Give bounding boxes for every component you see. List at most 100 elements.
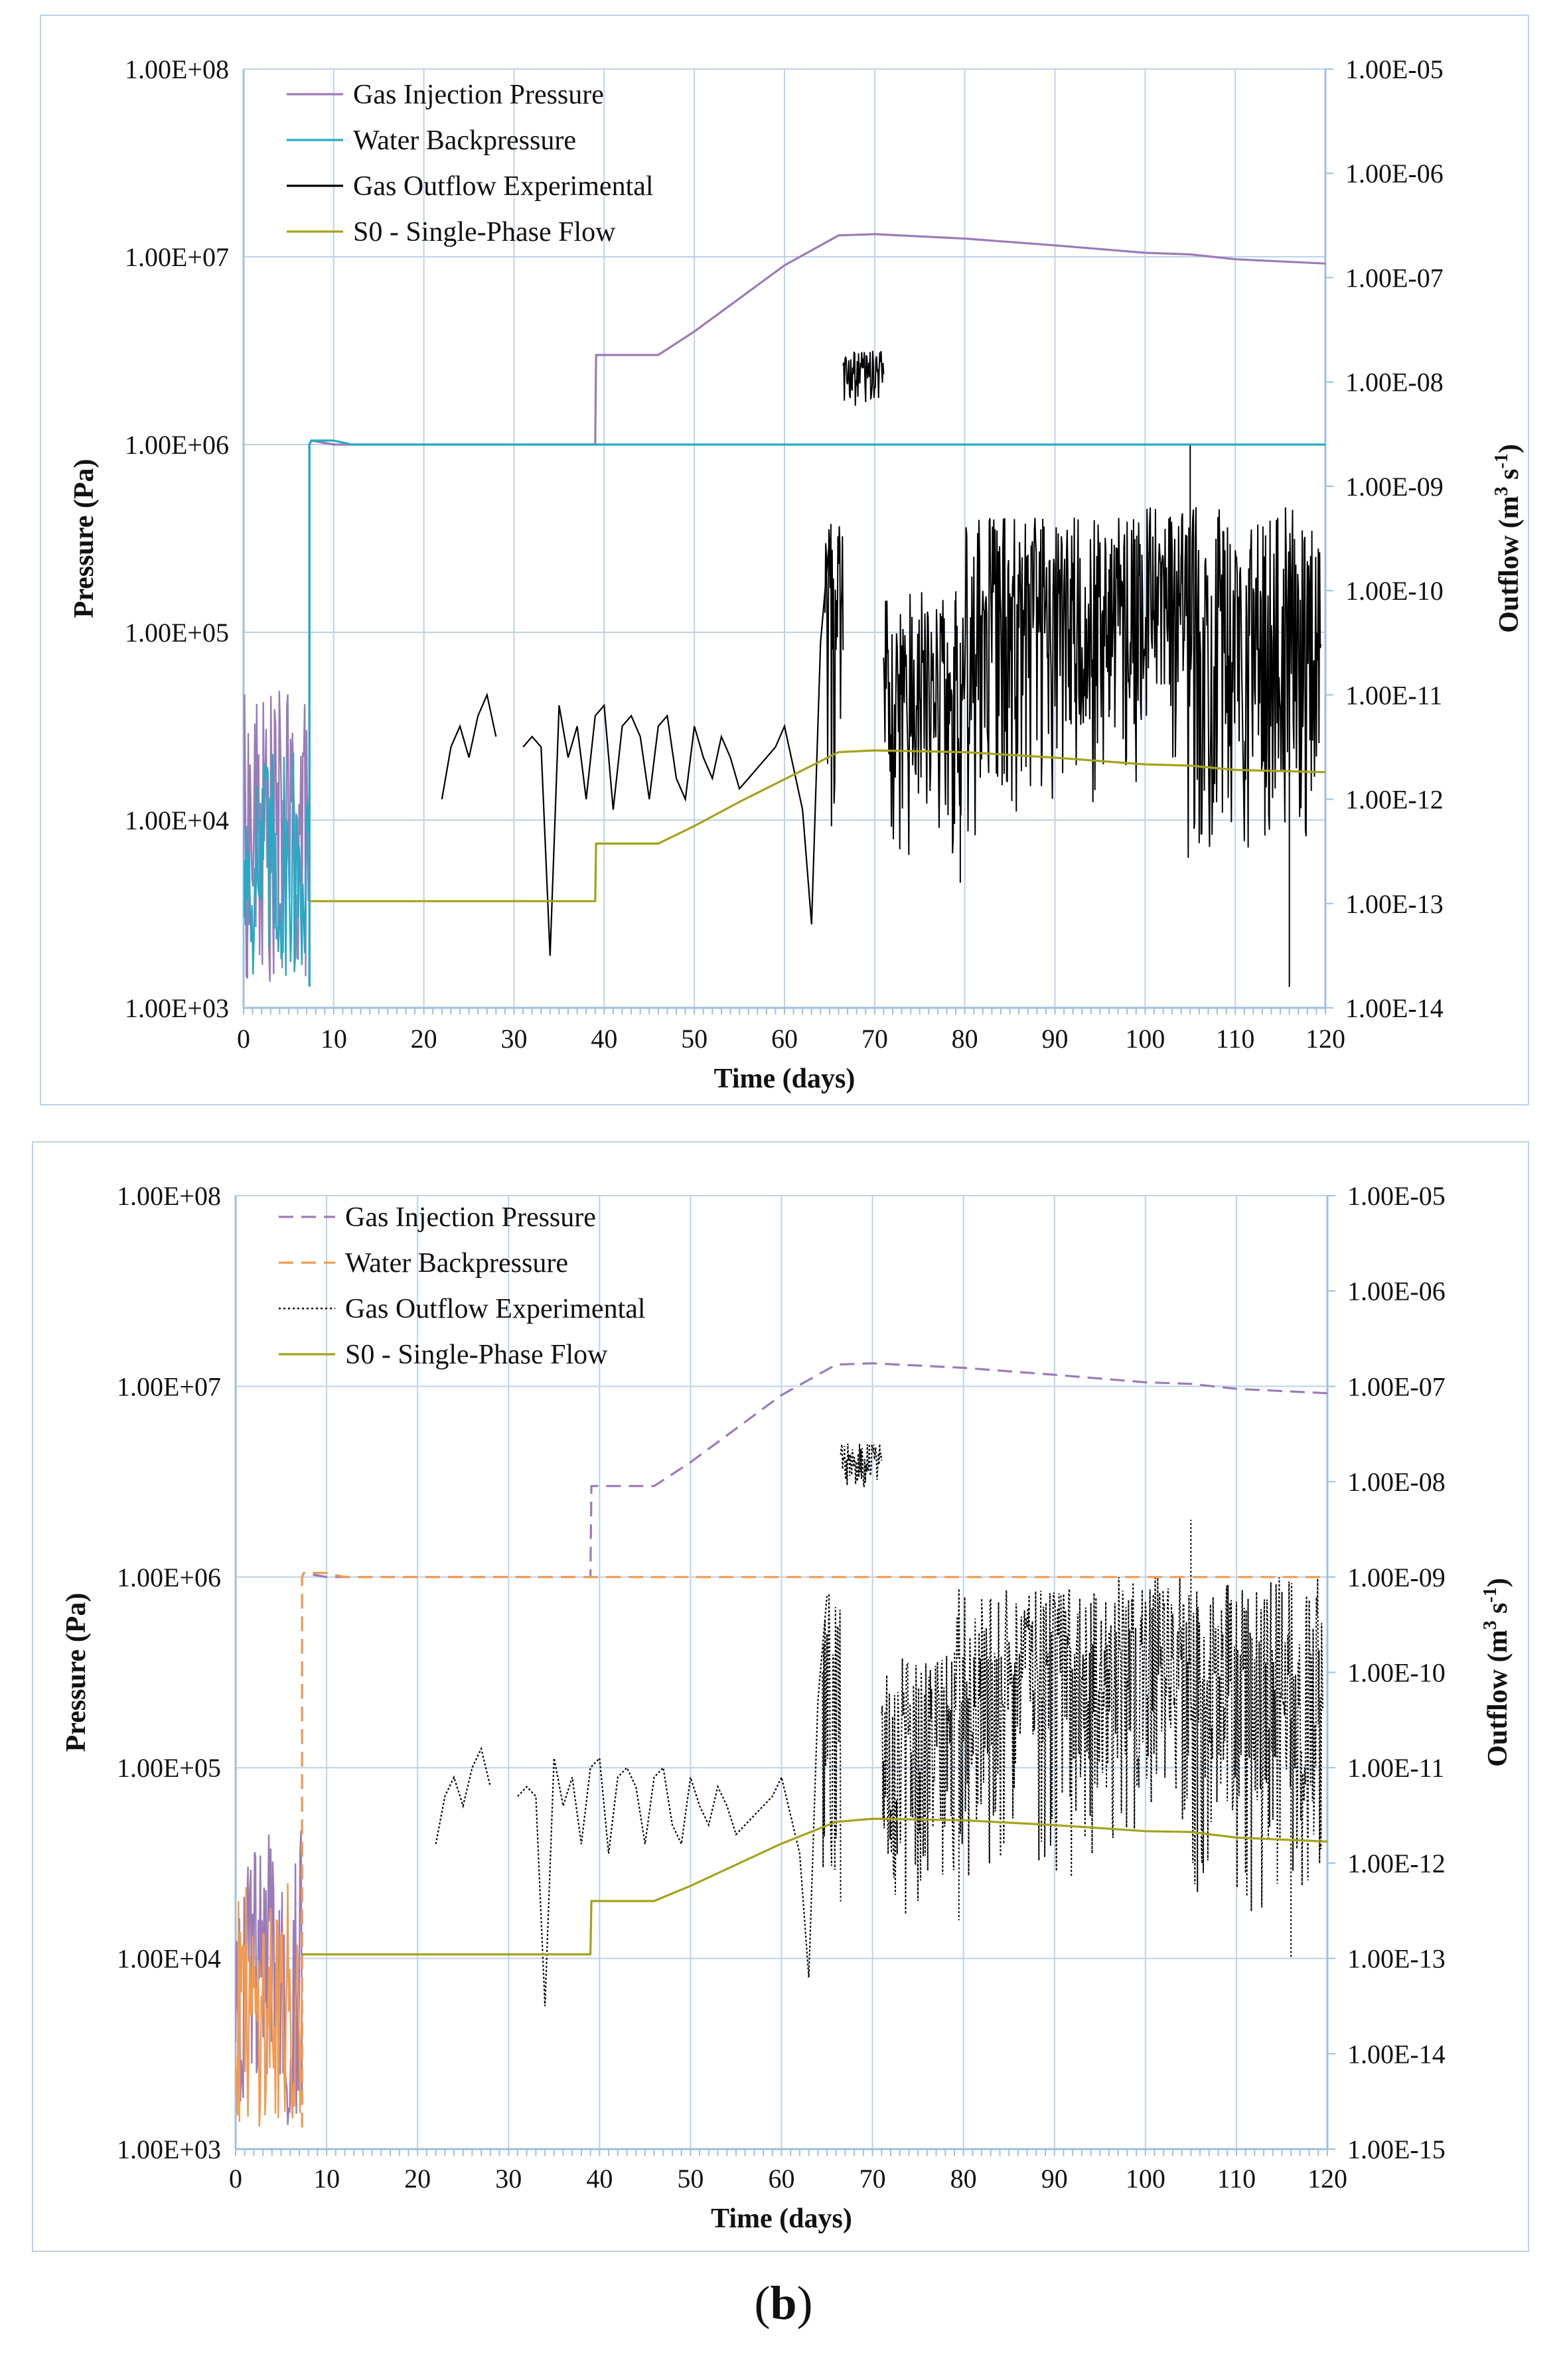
outflow-band xyxy=(822,1593,842,1902)
outflow-band xyxy=(842,350,885,406)
y2-title-mid: s xyxy=(1494,468,1525,486)
y2-tick-label: 1.00E-12 xyxy=(1345,785,1444,815)
outflow-band xyxy=(883,592,957,855)
y-tick-label: 1.00E+03 xyxy=(125,993,229,1023)
y-axis-title: Pressure (Pa) xyxy=(61,1593,92,1752)
legend-label: S0 - Single-Phase Flow xyxy=(345,1340,608,1370)
outflow-band xyxy=(1180,507,1322,858)
legend-label: Gas Injection Pressure xyxy=(345,1202,596,1233)
y2-tick-label: 1.00E-07 xyxy=(1345,263,1444,293)
x-tick-label: 50 xyxy=(677,2164,704,2194)
y2-tick-label: 1.00E-05 xyxy=(1345,54,1444,84)
chart-panel-a: 0 10 20 30 40 50 60 70 80 90 100 110 120 1.00E+03 1.00… xyxy=(40,15,1529,1105)
legend-label: Water Backpressure xyxy=(353,125,576,156)
legend: Gas Injection Pressure Water Backpressure… xyxy=(287,80,654,247)
y-tick-label: 1.00E+07 xyxy=(117,1371,221,1401)
x-tick-label: 20 xyxy=(404,2164,431,2194)
plot-area xyxy=(236,1362,1327,2128)
y2-tick-label: 1.00E-14 xyxy=(1347,2039,1446,2069)
series-water-backpressure xyxy=(244,439,1325,987)
y2-title-mid: s xyxy=(1483,1602,1513,1620)
series-s0-single-phase-flow xyxy=(302,1817,1327,1956)
y2-title-sup1: 3 xyxy=(1480,1620,1501,1630)
y2-tick-label: 1.00E-08 xyxy=(1347,1467,1446,1497)
y2-axis-title: Outflow (m3 s-1) xyxy=(1480,1578,1513,1767)
x-tick-label: 30 xyxy=(495,2164,522,2194)
x-tick-label: 0 xyxy=(229,2164,242,2194)
series-line xyxy=(308,439,1325,987)
x-tick-label: 60 xyxy=(769,2164,795,2194)
series-line xyxy=(308,233,1325,987)
legend-label: Water Backpressure xyxy=(345,1248,568,1279)
outflow-band xyxy=(881,1655,955,1914)
x-tick-label: 40 xyxy=(586,2164,613,2194)
outflow-band xyxy=(824,524,844,827)
y2-tick-label: 1.00E-11 xyxy=(1347,1753,1444,1783)
legend-label: S0 - Single-Phase Flow xyxy=(353,217,616,247)
chart-a-svg: 0 10 20 30 40 50 60 70 80 90 100 110 120 1.00E+03 1.00… xyxy=(69,54,1525,1094)
y2-tick-label: 1.00E-10 xyxy=(1347,1658,1446,1688)
y2-title-end: ) xyxy=(1483,1578,1513,1587)
legend-label: Gas Outflow Experimental xyxy=(345,1294,646,1324)
y2-tick-label: 1.00E-05 xyxy=(1347,1181,1446,1211)
y2-title-sup2: -1 xyxy=(1480,1587,1501,1602)
caption-close: ) xyxy=(796,2276,813,2330)
y2-tick-label: 1.00E-12 xyxy=(1347,1849,1446,1878)
x-tick-label: 90 xyxy=(1041,2164,1068,2194)
x-axis-title: Time (days) xyxy=(714,1064,856,1094)
x-tick-label: 90 xyxy=(1042,1024,1069,1054)
x-tick-label: 110 xyxy=(1217,2164,1256,2194)
caption-letter: b xyxy=(770,2276,797,2330)
x-tick-label: 20 xyxy=(411,1024,437,1054)
legend: Gas Injection Pressure Water Backpressure… xyxy=(279,1202,646,1370)
outflow-band xyxy=(1181,1577,1324,1912)
y2-title-end: ) xyxy=(1494,444,1525,453)
figure-caption: (b) xyxy=(0,2276,1567,2331)
chart-panel-b: 0 10 20 30 40 50 60 70 80 90 100 110 120 1.00E+03 1.00… xyxy=(32,1141,1529,2252)
plot-area xyxy=(244,233,1325,987)
x-tick-label: 40 xyxy=(591,1024,617,1054)
y2-tick-label: 1.00E-06 xyxy=(1345,159,1444,188)
series-line xyxy=(301,1362,1327,2128)
x-tick-label: 0 xyxy=(237,1024,250,1054)
y2-tick-label: 1.00E-10 xyxy=(1345,576,1444,606)
series-line xyxy=(302,1817,1327,1956)
y-tick-label: 1.00E+05 xyxy=(117,1753,221,1783)
y2-axis-title: Outflow (m3 s-1) xyxy=(1491,444,1525,633)
x-tick-label: 110 xyxy=(1216,1024,1255,1054)
series-s0-single-phase-flow xyxy=(309,749,1325,902)
series-line xyxy=(309,749,1325,902)
gridlines xyxy=(235,1195,1328,2150)
outflow-segment xyxy=(441,692,497,800)
caption-open: ( xyxy=(754,2276,771,2330)
series-noise-line xyxy=(236,1883,303,2127)
y-tick-label: 1.00E+08 xyxy=(117,1181,221,1211)
y2-tick-label: 1.00E-11 xyxy=(1345,680,1442,710)
series-gas-outflow-experimental xyxy=(441,350,1322,987)
y2-tick-label: 1.00E-06 xyxy=(1347,1277,1446,1306)
y-tick-label: 1.00E+06 xyxy=(125,430,229,460)
x-tick-label: 30 xyxy=(501,1024,528,1054)
series-gas-outflow-experimental xyxy=(435,1443,1324,2006)
y-tick-label: 1.00E+04 xyxy=(117,1944,221,1974)
series-line xyxy=(301,1572,1327,2128)
y-tick-label: 1.00E+08 xyxy=(125,54,229,84)
y2-tick-label: 1.00E-15 xyxy=(1347,2135,1446,2164)
outflow-band xyxy=(954,1588,1110,1877)
series-noise-line xyxy=(244,752,311,976)
y2-tick-label: 1.00E-09 xyxy=(1345,472,1444,502)
x-tick-label: 70 xyxy=(861,1024,888,1054)
legend-label: Gas Injection Pressure xyxy=(353,80,604,110)
y-axis-title: Pressure (Pa) xyxy=(69,459,100,618)
x-tick-label: 80 xyxy=(950,2164,977,2194)
y2-title-sup1: 3 xyxy=(1491,486,1512,496)
gridlines xyxy=(243,68,1326,1009)
x-tick-label: 100 xyxy=(1125,1024,1165,1054)
outflow-segment xyxy=(517,1596,828,2006)
x-tick-label: 70 xyxy=(859,2164,886,2194)
y2-tick-label: 1.00E-08 xyxy=(1345,368,1444,397)
legend-label: Gas Outflow Experimental xyxy=(353,171,654,202)
y2-title-main: Outflow (m xyxy=(1483,1630,1513,1766)
x-tick-label: 50 xyxy=(681,1024,708,1054)
chart-b-svg: 0 10 20 30 40 50 60 70 80 90 100 110 120 1.00E+03 1.00… xyxy=(61,1181,1513,2234)
